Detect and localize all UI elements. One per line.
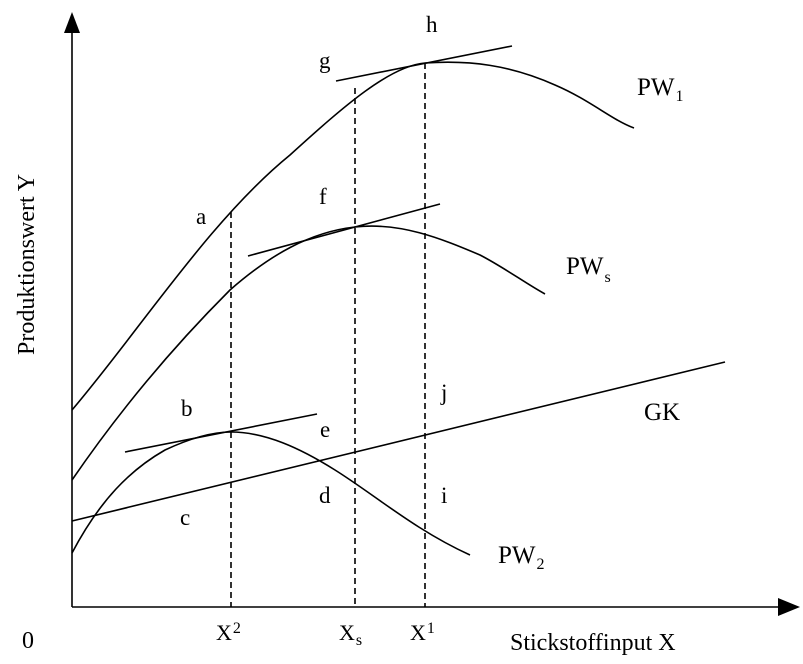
point-label-d: d bbox=[319, 483, 331, 508]
point-label-b: b bbox=[181, 396, 193, 421]
tangent-f bbox=[247, 203, 441, 257]
y-axis-label: Produktionswert Y bbox=[14, 174, 40, 355]
origin-label: 0 bbox=[22, 628, 34, 654]
x-axis-label: Stickstoffinput X bbox=[510, 630, 676, 656]
label-gk: GK bbox=[644, 399, 680, 426]
curve-pws bbox=[71, 225, 546, 481]
point-label-f: f bbox=[319, 184, 327, 209]
tick-xs: Xs bbox=[339, 620, 362, 649]
curve-pw2 bbox=[71, 431, 471, 556]
point-label-a: a bbox=[196, 204, 206, 229]
y-axis-arrowhead bbox=[64, 12, 80, 33]
point-label-e: e bbox=[320, 417, 330, 442]
point-label-j: j bbox=[440, 380, 447, 405]
tangent-b bbox=[124, 413, 318, 453]
point-label-i: i bbox=[441, 483, 447, 508]
label-pw2: PW2 bbox=[498, 542, 545, 573]
label-pw1: PW1 bbox=[637, 74, 684, 105]
tick-x2: X2 bbox=[216, 620, 241, 645]
tick-x1: X1 bbox=[410, 620, 435, 645]
point-label-g: g bbox=[319, 48, 331, 73]
curve-pw1 bbox=[71, 61, 635, 411]
point-label-c: c bbox=[180, 505, 190, 530]
line-gk bbox=[71, 361, 726, 522]
x-axis-arrowhead bbox=[778, 598, 800, 616]
tangent-h bbox=[335, 45, 513, 82]
label-pws: PWs bbox=[566, 253, 611, 286]
point-label-h: h bbox=[426, 12, 438, 37]
